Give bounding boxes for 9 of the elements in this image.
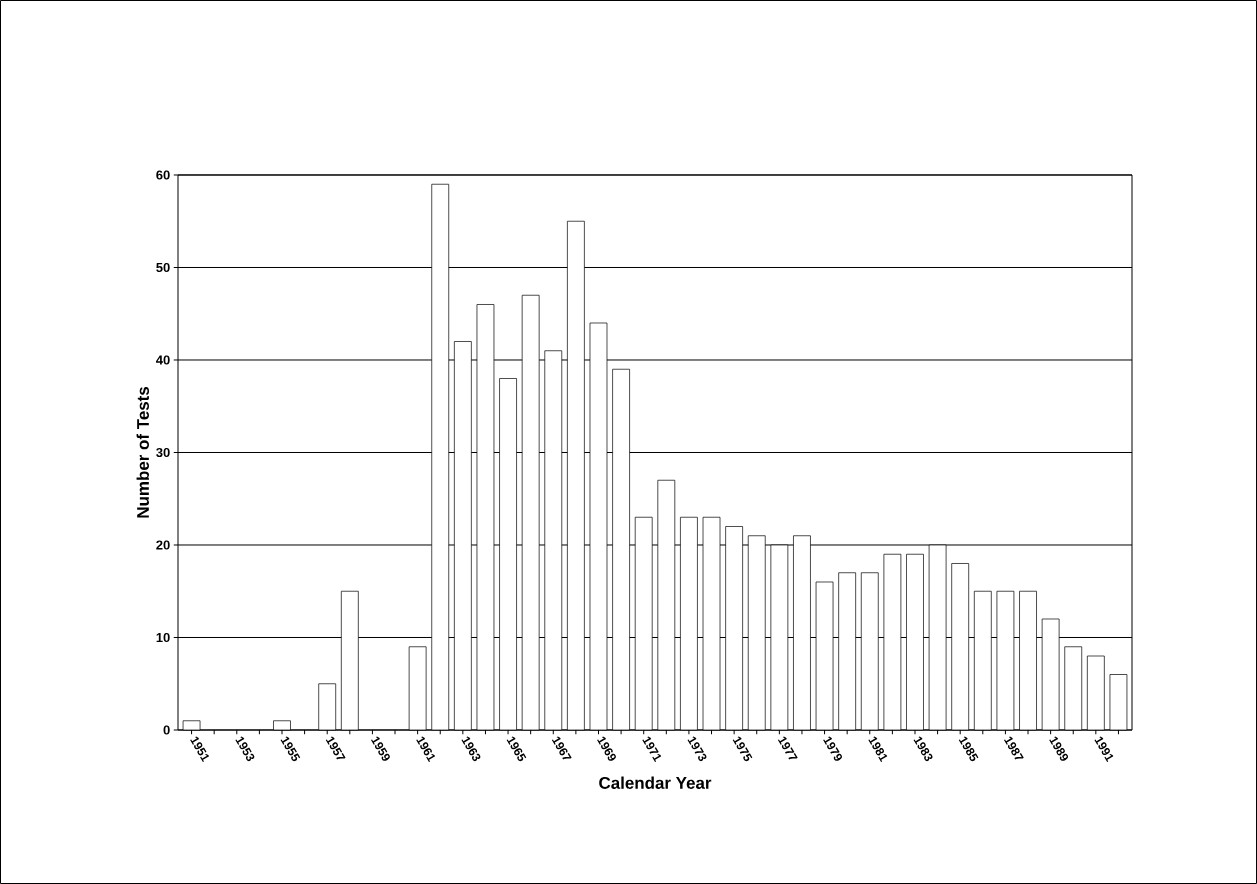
x-axis-title: Calendar Year: [599, 776, 712, 789]
y-tick-label: 20: [156, 540, 170, 550]
y-tick-label: 60: [156, 170, 170, 180]
y-tick-label: 40: [156, 355, 170, 365]
y-tick-label: 0: [163, 725, 170, 735]
y-tick-label: 50: [156, 262, 170, 273]
y-tick-label: 10: [156, 632, 170, 643]
y-tick-label: 30: [156, 447, 170, 458]
y-axis-title: Number of Tests: [136, 387, 149, 518]
